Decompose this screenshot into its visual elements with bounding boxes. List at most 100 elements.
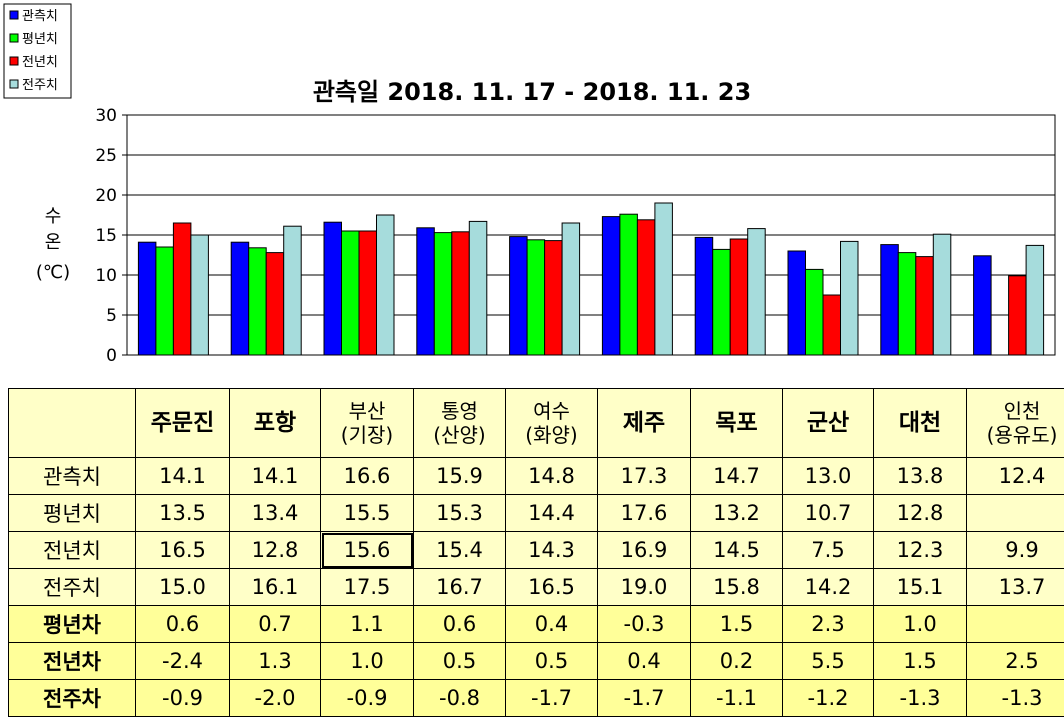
- column-header-line: (기장): [340, 423, 394, 447]
- table-cell[interactable]: 1.1: [320, 605, 414, 643]
- column-header-line: 포항: [253, 410, 297, 436]
- table-cell[interactable]: 13.2: [690, 494, 783, 532]
- table-cell[interactable]: 14.1: [135, 457, 230, 495]
- table-cell[interactable]: 13.5: [135, 494, 230, 532]
- table-cell[interactable]: 15.9: [413, 457, 506, 495]
- table-cell[interactable]: 14.1: [229, 457, 321, 495]
- table-cell[interactable]: 1.3: [229, 642, 321, 680]
- bar: [636, 219, 656, 356]
- table-cell[interactable]: 14.4: [505, 494, 598, 532]
- table-cell[interactable]: 0.6: [413, 605, 506, 643]
- table-cell[interactable]: 2.5: [966, 642, 1064, 680]
- table-cell[interactable]: 14.2: [782, 568, 874, 606]
- bar: [897, 252, 917, 356]
- table-cell[interactable]: -1.3: [966, 679, 1064, 717]
- table-cell[interactable]: -1.7: [505, 679, 598, 717]
- table-cell[interactable]: 17.3: [597, 457, 691, 495]
- table-row: 평년치 13.5 13.4 15.5 15.3 14.4 17.6 13.2 10.7 12.8: [8, 494, 1064, 532]
- bar: [787, 250, 806, 356]
- bar: [248, 247, 267, 356]
- legend-swatch: [9, 33, 19, 43]
- table-cell[interactable]: 0.5: [505, 642, 598, 680]
- table-cell[interactable]: 12.8: [873, 494, 967, 532]
- bar-group: [509, 222, 581, 356]
- table-cell[interactable]: -1.2: [782, 679, 874, 717]
- table-cell[interactable]: [966, 494, 1064, 532]
- table-cell[interactable]: -0.3: [597, 605, 691, 643]
- bar-group: [416, 220, 488, 356]
- bar-group: [787, 240, 859, 356]
- bar: [712, 248, 731, 356]
- table-cell[interactable]: 0.4: [597, 642, 691, 680]
- table-cell[interactable]: 15.6: [320, 531, 414, 569]
- column-header: 제주: [597, 388, 691, 458]
- table-header-row: 주문진 포항 부산 (기장) 통영 (산양) 여수 (화양) 제주 목포 군산 대천 인천 (용유도): [8, 388, 1064, 458]
- table-cell[interactable]: -1.3: [873, 679, 967, 717]
- table-cell[interactable]: 19.0: [597, 568, 691, 606]
- table-cell[interactable]: -1.7: [597, 679, 691, 717]
- bar: [190, 234, 209, 356]
- table-cell[interactable]: -1.1: [690, 679, 783, 717]
- table-cell[interactable]: 13.8: [873, 457, 967, 495]
- y-tick-label: 20: [95, 186, 117, 206]
- table-cell[interactable]: 0.2: [690, 642, 783, 680]
- table-cell[interactable]: 13.4: [229, 494, 321, 532]
- table-cell[interactable]: 17.6: [597, 494, 691, 532]
- table-cell[interactable]: 15.0: [135, 568, 230, 606]
- table-cell[interactable]: 16.5: [505, 568, 598, 606]
- table-cell[interactable]: 13.0: [782, 457, 874, 495]
- table-cell[interactable]: 16.6: [320, 457, 414, 495]
- column-header: 인천 (용유도): [966, 388, 1064, 458]
- table-cell[interactable]: 2.3: [782, 605, 874, 643]
- table-row: 전주차 -0.9 -2.0 -0.9 -0.8 -1.7 -1.7 -1.1 -1.2 -1.3-…: [8, 679, 1064, 717]
- bar: [509, 236, 528, 356]
- table-cell[interactable]: 9.9: [966, 531, 1064, 569]
- table-cell[interactable]: 0.7: [229, 605, 321, 643]
- table-cell[interactable]: 12.8: [229, 531, 321, 569]
- legend-label: 관측치: [22, 9, 58, 24]
- row-header: 평년치: [8, 494, 136, 532]
- table-cell[interactable]: 16.9: [597, 531, 691, 569]
- table-cell[interactable]: 16.7: [413, 568, 506, 606]
- table-cell[interactable]: 16.1: [229, 568, 321, 606]
- table-cell[interactable]: 17.5: [320, 568, 414, 606]
- bar: [172, 222, 192, 356]
- table-cell[interactable]: 15.4: [413, 531, 506, 569]
- table-cell[interactable]: 0.4: [505, 605, 598, 643]
- y-tick-label: 15: [95, 226, 117, 246]
- bar: [358, 230, 377, 356]
- table-cell[interactable]: 16.5: [135, 531, 230, 569]
- table-cell[interactable]: 0.5: [413, 642, 506, 680]
- table-cell[interactable]: 14.7: [690, 457, 783, 495]
- table-cell[interactable]: 10.7: [782, 494, 874, 532]
- table-cell[interactable]: [966, 605, 1064, 643]
- table-cell[interactable]: -2.4: [135, 642, 230, 680]
- table-cell[interactable]: 12.3: [873, 531, 967, 569]
- table-cell[interactable]: 1.5: [873, 642, 967, 680]
- table-cell[interactable]: 15.3: [413, 494, 506, 532]
- table-cell[interactable]: 5.5: [782, 642, 874, 680]
- table-cell[interactable]: 14.3: [505, 531, 598, 569]
- table-cell[interactable]: -0.9: [320, 679, 414, 717]
- table-cell[interactable]: 7.5: [782, 531, 874, 569]
- table-cell[interactable]: 14.5: [690, 531, 783, 569]
- bar: [323, 221, 342, 356]
- bar: [601, 216, 621, 356]
- table-cell[interactable]: 14.8: [505, 457, 598, 495]
- table-cell[interactable]: 1.0: [320, 642, 414, 680]
- table-cell[interactable]: 12.4: [966, 457, 1064, 495]
- table-cell[interactable]: 1.0: [873, 605, 967, 643]
- bar: [880, 244, 899, 356]
- bar: [619, 213, 638, 356]
- table-cell[interactable]: 15.5: [320, 494, 414, 532]
- table-cell[interactable]: 15.1: [873, 568, 967, 606]
- table-cell[interactable]: 15.8: [690, 568, 783, 606]
- table-cell[interactable]: -2.0: [229, 679, 321, 717]
- table-cell[interactable]: 13.7: [966, 568, 1064, 606]
- table-cell[interactable]: -0.8: [413, 679, 506, 717]
- table-row: 전년차 -2.4 1.3 1.0 0.5 0.5 0.4 0.2 5.5 1.5 2.5: [8, 642, 1064, 680]
- table-cell[interactable]: -0.9: [135, 679, 230, 717]
- table-cell[interactable]: 0.6: [135, 605, 230, 643]
- table-cell[interactable]: 1.5: [690, 605, 783, 643]
- column-header-line: 통영: [441, 399, 478, 423]
